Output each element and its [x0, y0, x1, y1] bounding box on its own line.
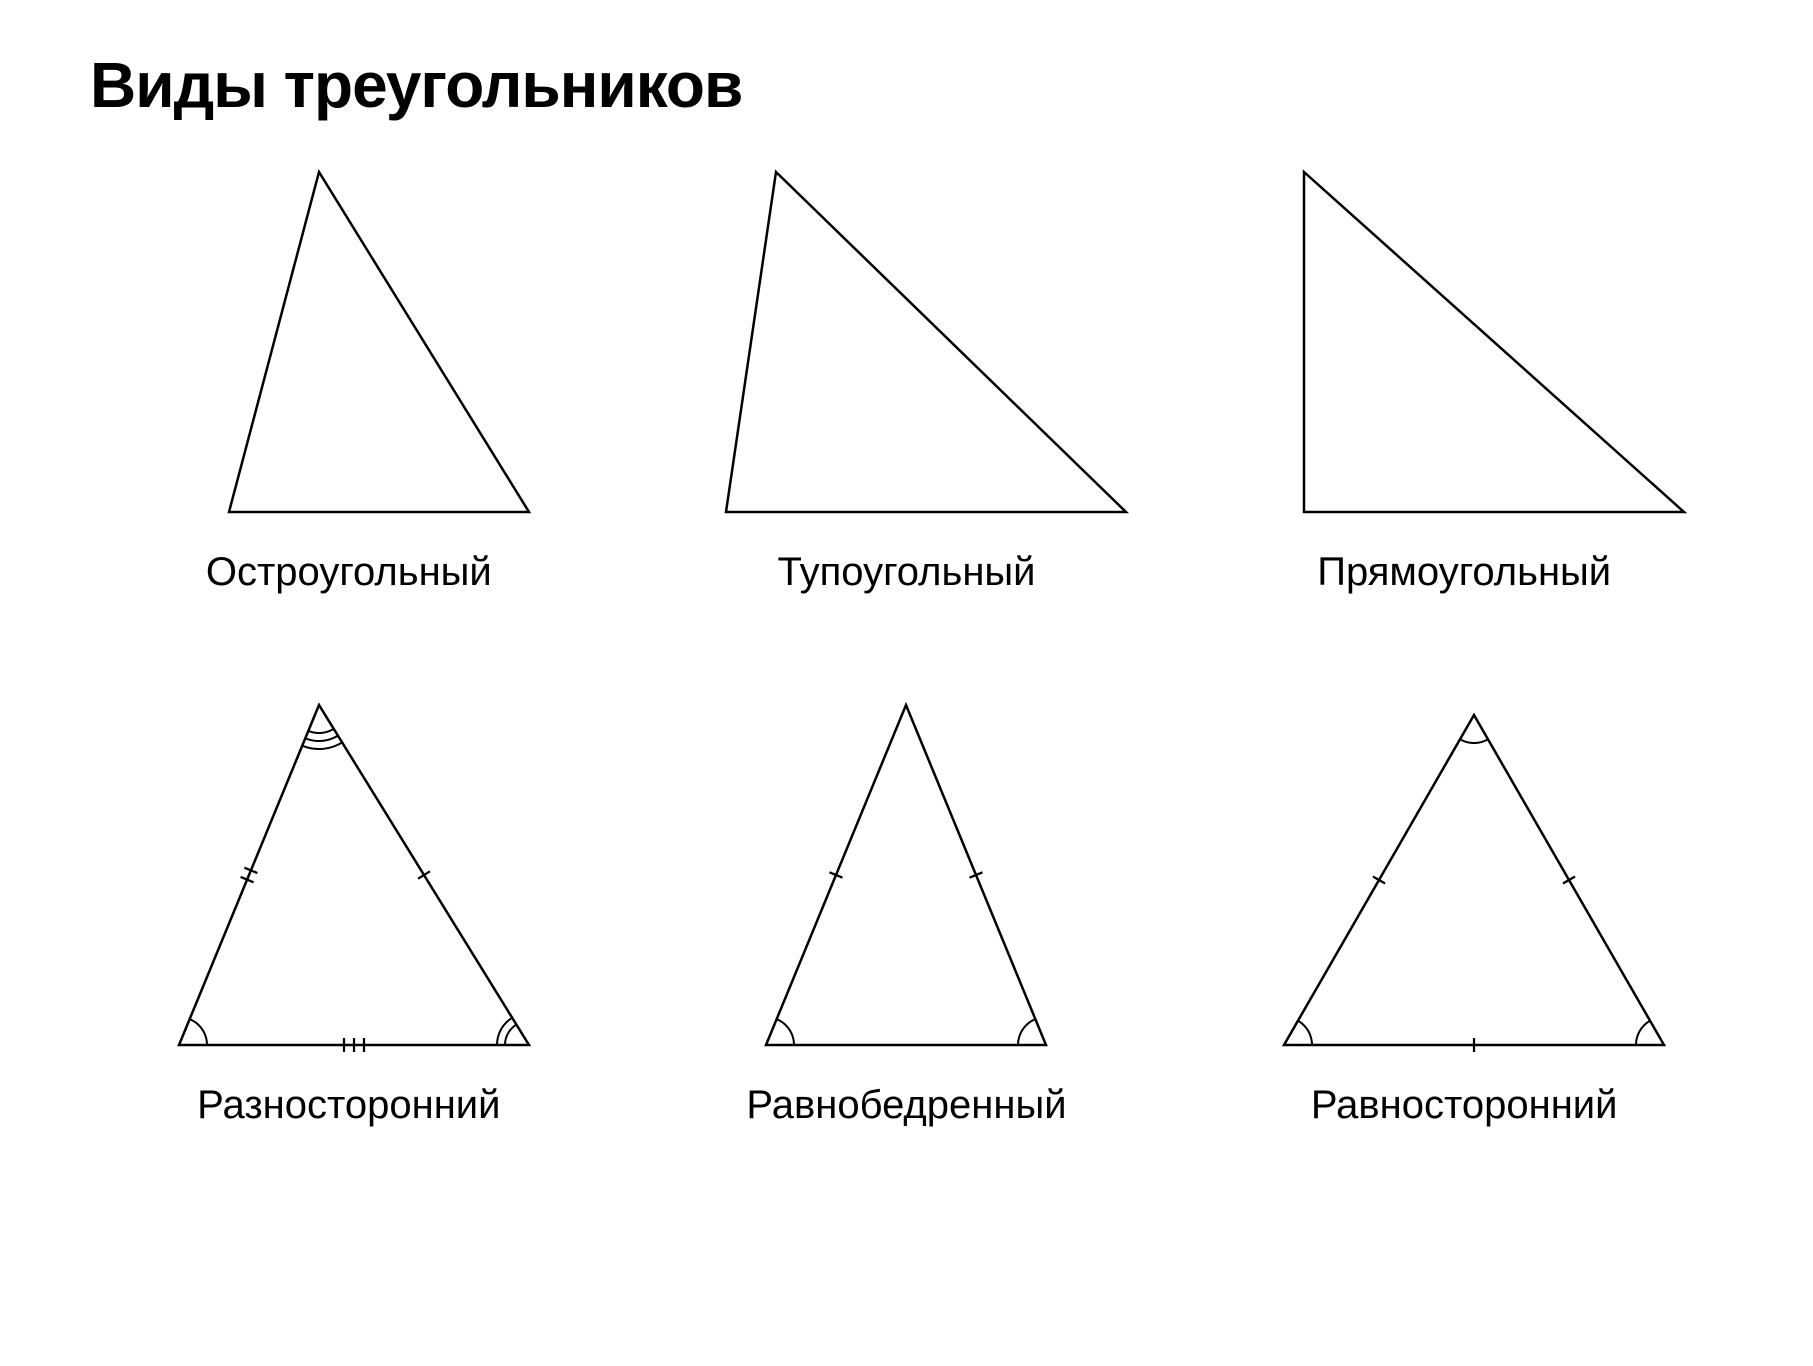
- triangle-cell-scalene: Разносторонний: [90, 675, 608, 1128]
- page-title: Виды треугольников: [90, 48, 1723, 122]
- triangle-shape: [1224, 675, 1704, 1075]
- triangle-shape: [109, 142, 589, 542]
- triangle-equilateral: [1224, 675, 1704, 1075]
- page: Виды треугольников Остроугольный Тупоугол…: [0, 0, 1813, 1366]
- triangle-cell-right: Прямоугольный: [1205, 142, 1723, 595]
- triangle-acute: [109, 142, 589, 542]
- triangle-grid: Остроугольный Тупоугольный Прямоугольный Ра…: [90, 142, 1723, 1128]
- triangle-scalene: [109, 675, 589, 1075]
- triangle-label: Равносторонний: [1311, 1083, 1618, 1128]
- triangle-label: Тупоугольный: [777, 550, 1035, 595]
- triangle-right: [1224, 142, 1704, 542]
- triangle-label: Равнобедренный: [746, 1083, 1066, 1128]
- triangle-cell-obtuse: Тупоугольный: [648, 142, 1166, 595]
- triangle-shape: [666, 675, 1146, 1075]
- triangle-label: Разносторонний: [197, 1083, 500, 1128]
- triangle-cell-acute: Остроугольный: [90, 142, 608, 595]
- triangle-cell-isosceles: Равнобедренный: [648, 675, 1166, 1128]
- triangle-shape: [1224, 142, 1704, 542]
- triangle-cell-equilateral: Равносторонний: [1205, 675, 1723, 1128]
- triangle-shape: [109, 675, 589, 1075]
- triangle-label: Прямоугольный: [1317, 550, 1611, 595]
- triangle-obtuse: [666, 142, 1146, 542]
- triangle-label: Остроугольный: [206, 550, 492, 595]
- triangle-isosceles: [666, 675, 1146, 1075]
- triangle-shape: [666, 142, 1146, 542]
